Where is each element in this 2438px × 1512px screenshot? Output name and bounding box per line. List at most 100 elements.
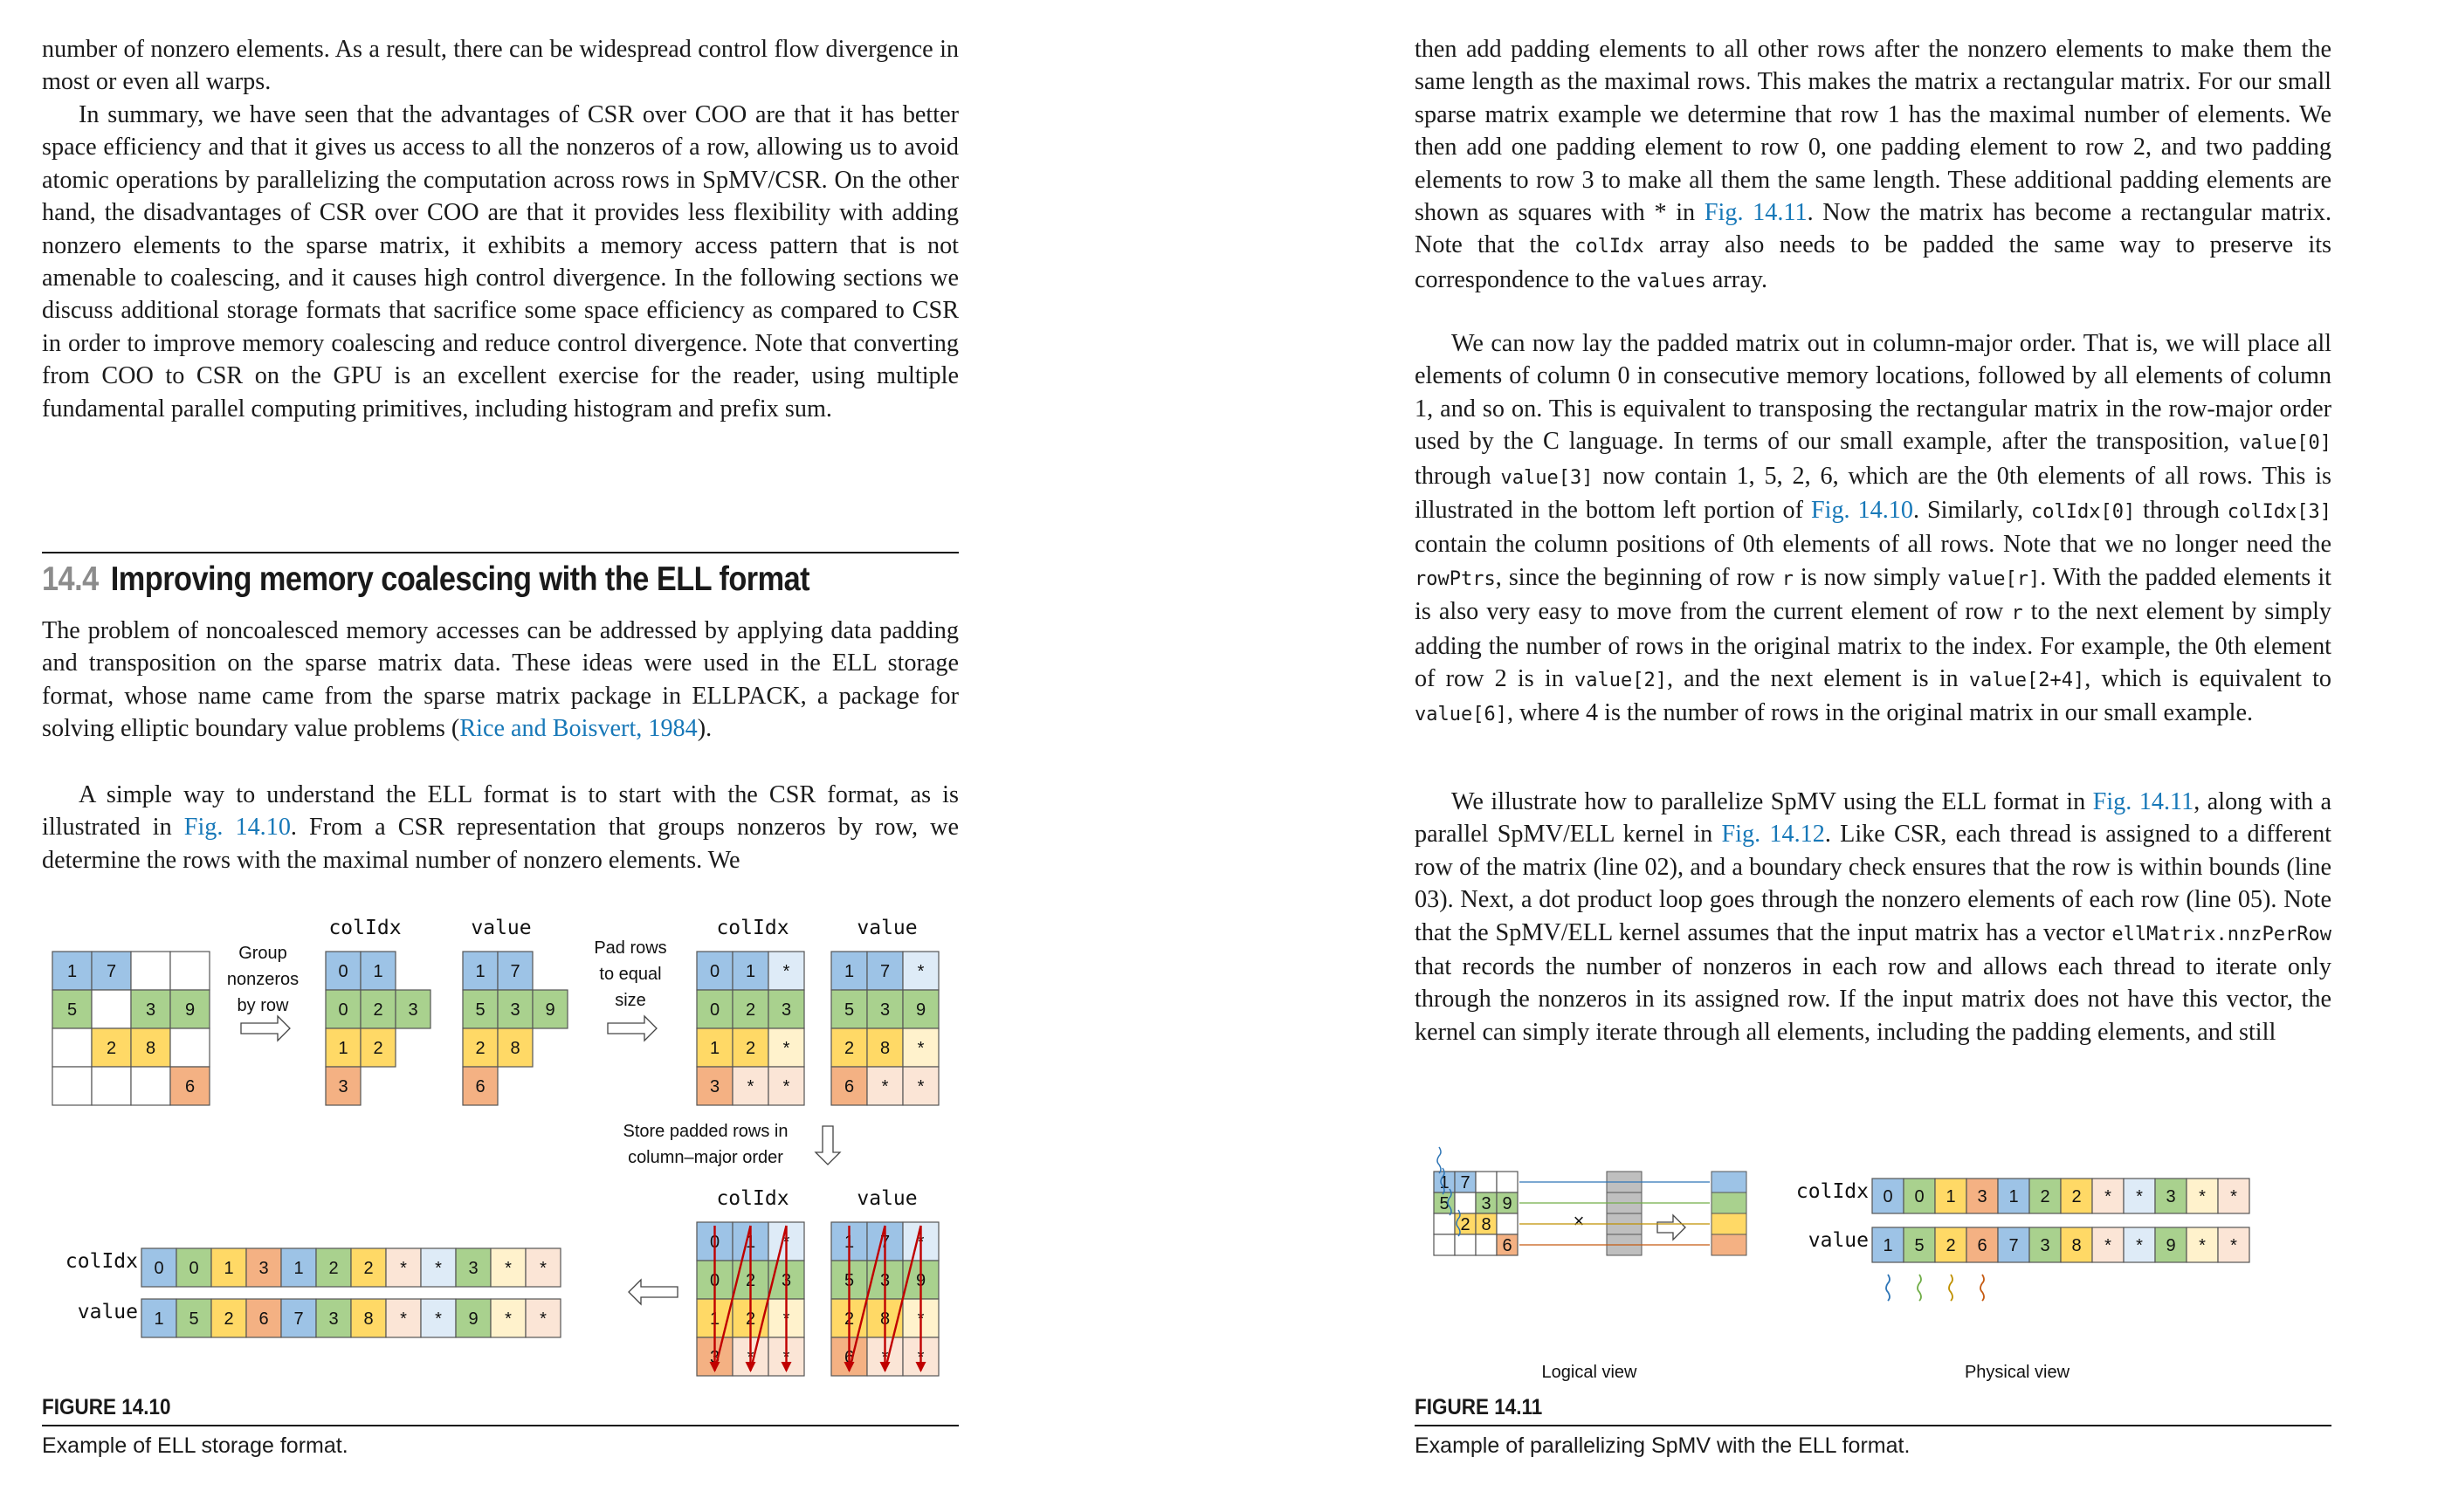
figure-link[interactable]: Fig. 14.12 [1721, 821, 1825, 849]
thread-icon [1917, 1274, 1922, 1302]
code: rowPtrs [1415, 567, 1496, 590]
cell-value: 6 [1502, 1236, 1512, 1255]
matrix-cell [1496, 1213, 1519, 1235]
cell-value: 0 [338, 1000, 348, 1020]
cell-value: * [400, 1309, 407, 1329]
section-heading: 14.4 Improving memory coalescing with the… [42, 560, 810, 599]
matrix-cell [130, 1066, 171, 1106]
matrix-cell [2028, 1178, 2062, 1214]
matrix-cell [325, 1027, 362, 1068]
cell-value: * [540, 1259, 547, 1278]
physical-view-label: Physical view [1965, 1363, 2070, 1382]
cell-value: 5 [844, 1000, 854, 1020]
figure-rule [42, 1425, 959, 1426]
arrow-right-icon [607, 1014, 658, 1042]
text: to the next element by simply adding the… [1415, 598, 2332, 693]
figure-label: FIGURE 14.11 [1415, 1395, 1543, 1419]
value-header: value [1808, 1229, 1869, 1252]
cell-value: 2 [844, 1039, 854, 1058]
cell-value: 3 [328, 1309, 338, 1329]
cell-value: 0 [1914, 1187, 1924, 1206]
vector-cell [1711, 1234, 1747, 1256]
text: . Now the matrix has become a rectangula… [1415, 199, 2331, 259]
cell-value: 5 [1439, 1194, 1449, 1213]
citation-link[interactable]: Rice and Boisvert, 1984 [459, 715, 698, 743]
thread-icon [1948, 1274, 1953, 1302]
matrix-cell [525, 1247, 561, 1288]
multiply-sign: × [1574, 1210, 1585, 1232]
column-order-arrow [848, 1225, 886, 1371]
figure-link[interactable]: Fig. 14.10 [1810, 497, 1913, 525]
matrix-cell [830, 1066, 868, 1106]
arrowhead-icon [781, 1362, 792, 1372]
text: , and the next element is in [1666, 665, 1969, 693]
cell-value: 2 [373, 1039, 382, 1058]
thread-icon [1440, 1167, 1445, 1195]
cell-value: * [783, 1077, 790, 1096]
matrix-cell [866, 989, 904, 1029]
cell-value: 7 [510, 962, 520, 981]
matrix-cell [497, 989, 534, 1029]
paragraph: We can now lay the padded matrix out in … [1415, 327, 2331, 732]
cell-value: 1 [1946, 1187, 1955, 1206]
cell-value: 6 [844, 1077, 854, 1096]
cell-value: 9 [468, 1309, 478, 1329]
matrix-cell [1496, 1234, 1519, 1256]
cell-value: 3 [782, 1000, 791, 1020]
cell-value: 2 [373, 1000, 382, 1020]
text: through [2135, 497, 2228, 525]
figure-link[interactable]: Fig. 14.11 [1704, 199, 1808, 227]
cell-value: * [435, 1309, 442, 1329]
cell-value: 2 [224, 1309, 233, 1329]
text: , where 4 is the number of rows in the o… [1506, 699, 2254, 727]
cell-value: * [882, 1077, 889, 1096]
paragraph: The problem of noncoalesced memory acces… [42, 615, 959, 746]
matrix-cell [360, 1027, 396, 1068]
matrix-cell [455, 1298, 492, 1338]
text: We illustrate how to parallelize SpMV us… [1451, 788, 2093, 815]
cell-value: 1 [1883, 1236, 1892, 1255]
text: , which is equivalent to [2084, 665, 2332, 693]
matrix-cell [385, 1298, 422, 1338]
matrix-cell [497, 1027, 534, 1068]
matrix-cell [1496, 1171, 1519, 1193]
cell-value: 3 [258, 1259, 268, 1278]
matrix-cell [866, 1027, 904, 1068]
text: . With the padded elements it is also ve… [1415, 563, 2332, 626]
matrix-cell [385, 1247, 422, 1288]
pad-caption: Pad rows [594, 938, 666, 958]
figure-link[interactable]: Fig. 14.11 [2092, 788, 2194, 815]
cell-value: 2 [107, 1039, 116, 1058]
matrix-cell [130, 1027, 171, 1068]
cell-value: 0 [710, 962, 720, 981]
cell-value: 2 [2071, 1187, 2081, 1206]
code: values [1636, 270, 1706, 292]
pad-caption: to equal [599, 965, 661, 984]
cell-value: 3 [1977, 1187, 1987, 1206]
cell-value: 3 [2040, 1236, 2049, 1255]
colidx-header: colIdx [1796, 1180, 1869, 1203]
cell-value: 7 [880, 962, 890, 981]
thread-icon [1980, 1274, 1985, 1302]
cell-value: * [747, 1077, 754, 1096]
matrix-cell [768, 1027, 805, 1068]
cell-value: 9 [916, 1000, 926, 1020]
matrix-cell [2217, 1227, 2250, 1263]
pad-caption: size [615, 991, 646, 1010]
value-header: value [857, 1187, 917, 1210]
cell-value: 7 [107, 962, 116, 981]
group-caption: nonzeros [227, 970, 299, 989]
cell-value: 3 [468, 1259, 478, 1278]
matrix-cell [732, 989, 769, 1029]
matrix-cell [2154, 1227, 2187, 1263]
paragraph: In summary, we have seen that the advant… [42, 101, 959, 423]
cell-value: 2 [363, 1259, 373, 1278]
colidx-header: colIdx [328, 917, 401, 939]
matrix-cell [866, 1066, 904, 1106]
matrix-cell [455, 1247, 492, 1288]
figure-link[interactable]: Fig. 14.10 [183, 814, 291, 842]
cell-value: 5 [1914, 1236, 1924, 1255]
text: , along with a parallel SpMV/ELL kernel … [1415, 788, 2331, 849]
cell-value: * [918, 1039, 925, 1058]
text: , since the beginning of row [1495, 563, 1782, 591]
